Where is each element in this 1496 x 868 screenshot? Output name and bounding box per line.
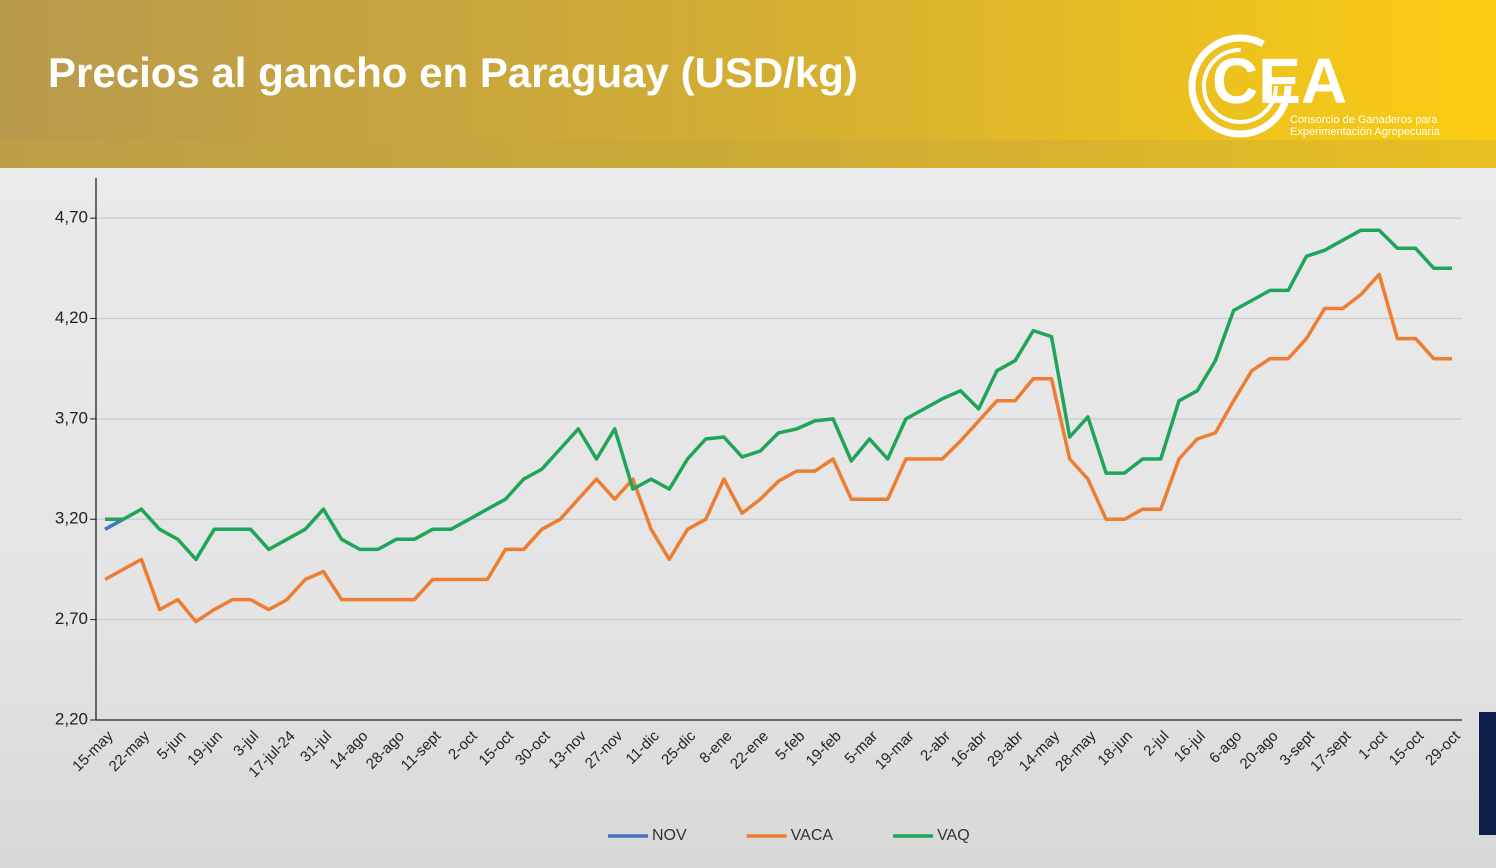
legend-label: VAQ — [937, 827, 970, 844]
series-line — [104, 272, 1452, 624]
header-shade — [0, 140, 1496, 168]
y-tick-label: 3,20 — [55, 509, 88, 528]
y-tick-label: 2,20 — [55, 709, 88, 728]
logo-text: Experimentación Agropecuaria — [1290, 126, 1441, 138]
header — [0, 0, 1496, 168]
series-line — [105, 228, 1452, 562]
chart-title: Precios al gancho en Paraguay (USD/kg) — [48, 49, 858, 96]
logo-ring — [1188, 34, 1292, 138]
y-tick-label: 2,70 — [55, 609, 88, 628]
y-tick-label: 4,70 — [55, 208, 88, 227]
legend-label: NOV — [652, 827, 687, 844]
logo: CEA Consorcio de Ganaderos para Experime… — [1188, 34, 1441, 138]
logo-ring — [1202, 48, 1278, 124]
side-bar — [1479, 712, 1496, 835]
y-tick-label: 4,20 — [55, 308, 88, 327]
legend-label: VACA — [791, 827, 834, 844]
y-tick-label: 3,70 — [55, 408, 88, 427]
logo-name: CEA — [1212, 45, 1347, 117]
logo-text: Consorcio de Ganaderos para — [1290, 114, 1438, 126]
